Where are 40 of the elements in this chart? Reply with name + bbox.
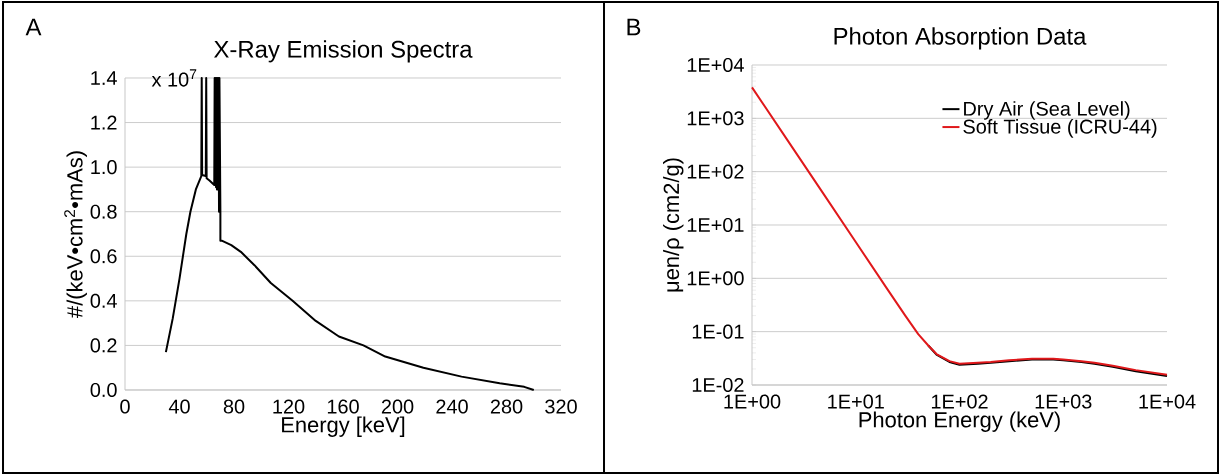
x-tick-label: 1E+00 <box>724 394 781 409</box>
y-tick-label: 1E+00 <box>687 271 744 286</box>
x-tick-label: 280 <box>490 399 523 414</box>
chart-title: Photon Absorption Data <box>834 27 1087 50</box>
y-tick-label: 1.2 <box>91 115 117 130</box>
y-tick-label: 1E-02 <box>692 377 744 393</box>
x-tick-label: 200 <box>381 399 414 414</box>
y-tick-label: 1.0 <box>91 160 117 175</box>
legend-label: Dry Air (Sea Level) <box>964 101 1130 120</box>
y-tick-label: 1E+02 <box>687 164 744 179</box>
x-tick-label: 320 <box>545 399 577 414</box>
x-tick-label: 1E+02 <box>931 394 988 409</box>
x-axis-title: Energy [keV] <box>282 416 405 437</box>
y-tick-label: 0.4 <box>90 293 117 308</box>
text: B <box>627 18 641 36</box>
x-tick-label: 1E+01 <box>828 394 884 409</box>
x-tick-label: 0 <box>120 399 130 414</box>
x-tick-label: 120 <box>273 399 305 414</box>
x-tick-label: 80 <box>223 399 245 414</box>
x-tick-label: 1E+03 <box>1035 394 1092 409</box>
y-tick-label: 0.6 <box>90 249 117 264</box>
text: A <box>25 18 42 36</box>
y-tick-label: 1E+03 <box>687 111 744 126</box>
y-tick-label: 0.8 <box>90 204 117 219</box>
x-tick-label: 40 <box>168 399 190 414</box>
x-tick-label: 1E+04 <box>1139 394 1196 409</box>
x-tick-label: 160 <box>327 399 359 414</box>
y-axis-title: μen/ρ (cm2/g) <box>663 158 684 292</box>
x-axis-title: Photon Energy (keV) <box>859 411 1060 432</box>
y-axis-title: #/(keV•cm$^{2}$•mAs) <box>64 151 87 318</box>
y-tick-label: 1E-01 <box>692 324 744 339</box>
y-tick-label: 1E+04 <box>687 57 744 73</box>
x-tick-label: 240 <box>436 399 468 414</box>
annotation: x 10$^{7}$ <box>151 69 197 87</box>
y-tick-label: 0.2 <box>90 338 117 353</box>
y-tick-label: 1E+01 <box>687 217 744 233</box>
y-tick-label: 1.4 <box>91 71 117 85</box>
chart-title: X-Ray Emission Spectra <box>213 40 473 63</box>
legend-label: Soft Tissue (ICRU-44) <box>963 119 1157 138</box>
y-tick-label: 0.0 <box>90 382 117 398</box>
